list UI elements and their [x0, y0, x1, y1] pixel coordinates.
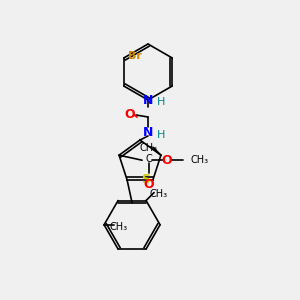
Text: CH₃: CH₃ — [109, 222, 127, 232]
Text: S: S — [141, 173, 150, 186]
Text: CH₃: CH₃ — [149, 188, 167, 199]
Text: CH₃: CH₃ — [190, 155, 208, 165]
Text: Br: Br — [128, 51, 142, 61]
Text: C: C — [146, 154, 152, 164]
Text: CH₃: CH₃ — [140, 143, 158, 153]
Text: N: N — [143, 127, 153, 140]
Text: O: O — [125, 109, 135, 122]
Text: H: H — [157, 97, 165, 107]
Text: O: O — [162, 154, 172, 167]
Text: N: N — [143, 94, 153, 106]
Text: H: H — [157, 130, 165, 140]
Text: O: O — [144, 178, 154, 191]
